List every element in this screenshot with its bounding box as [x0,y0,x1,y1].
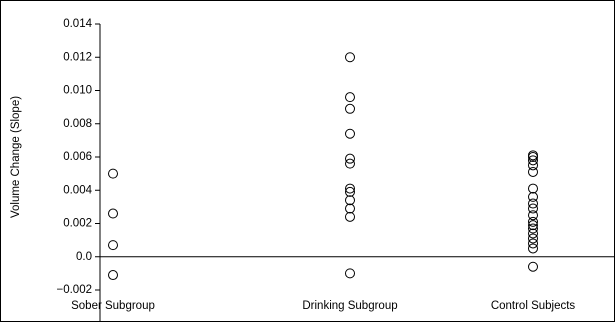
x-tick-label: Drinking Subgroup [302,300,397,312]
data-point [528,228,538,239]
y-tick-label: 0.002 [63,218,92,230]
data-point [528,152,538,162]
data-point [345,195,355,206]
data-point [345,128,355,139]
data-point [528,220,538,231]
data-point [528,238,538,249]
x-tick-label: Control Subjects [491,300,576,312]
data-point [345,92,355,103]
y-tick-label: 0.012 [63,51,92,63]
data-point [528,198,538,209]
data-point [528,166,538,177]
y-axis-label: Volume Change (Slope) [10,96,22,218]
data-point [108,240,118,251]
data-point [345,103,355,114]
data-point [528,183,538,194]
data-point [345,183,355,194]
data-point [345,52,355,63]
data-point [528,210,538,221]
data-point [528,191,538,202]
y-tick-label: 0.006 [63,151,92,163]
y-tick-label: 0.004 [63,184,92,196]
x-tick-label: Sober Subgroup [71,300,155,312]
data-point [528,223,538,234]
data-point [345,268,355,279]
data-point [528,160,538,171]
y-tick-label: 0.010 [63,85,92,97]
data-point [345,186,355,197]
data-point [108,270,118,281]
data-point [345,203,355,214]
data-point [528,155,538,166]
data-point [108,168,118,179]
y-tick-label: 0.0 [76,251,92,263]
data-point [528,261,538,272]
data-point [345,158,355,169]
data-point [528,216,538,227]
data-point [528,203,538,214]
y-tick-label: 0.008 [63,118,92,130]
y-tick-label: 0.014 [63,18,92,30]
data-point [345,153,355,164]
data-point [528,243,538,254]
y-tick-label: −0.002 [57,284,93,296]
data-point [108,208,118,219]
data-point [528,233,538,244]
data-point [345,211,355,222]
